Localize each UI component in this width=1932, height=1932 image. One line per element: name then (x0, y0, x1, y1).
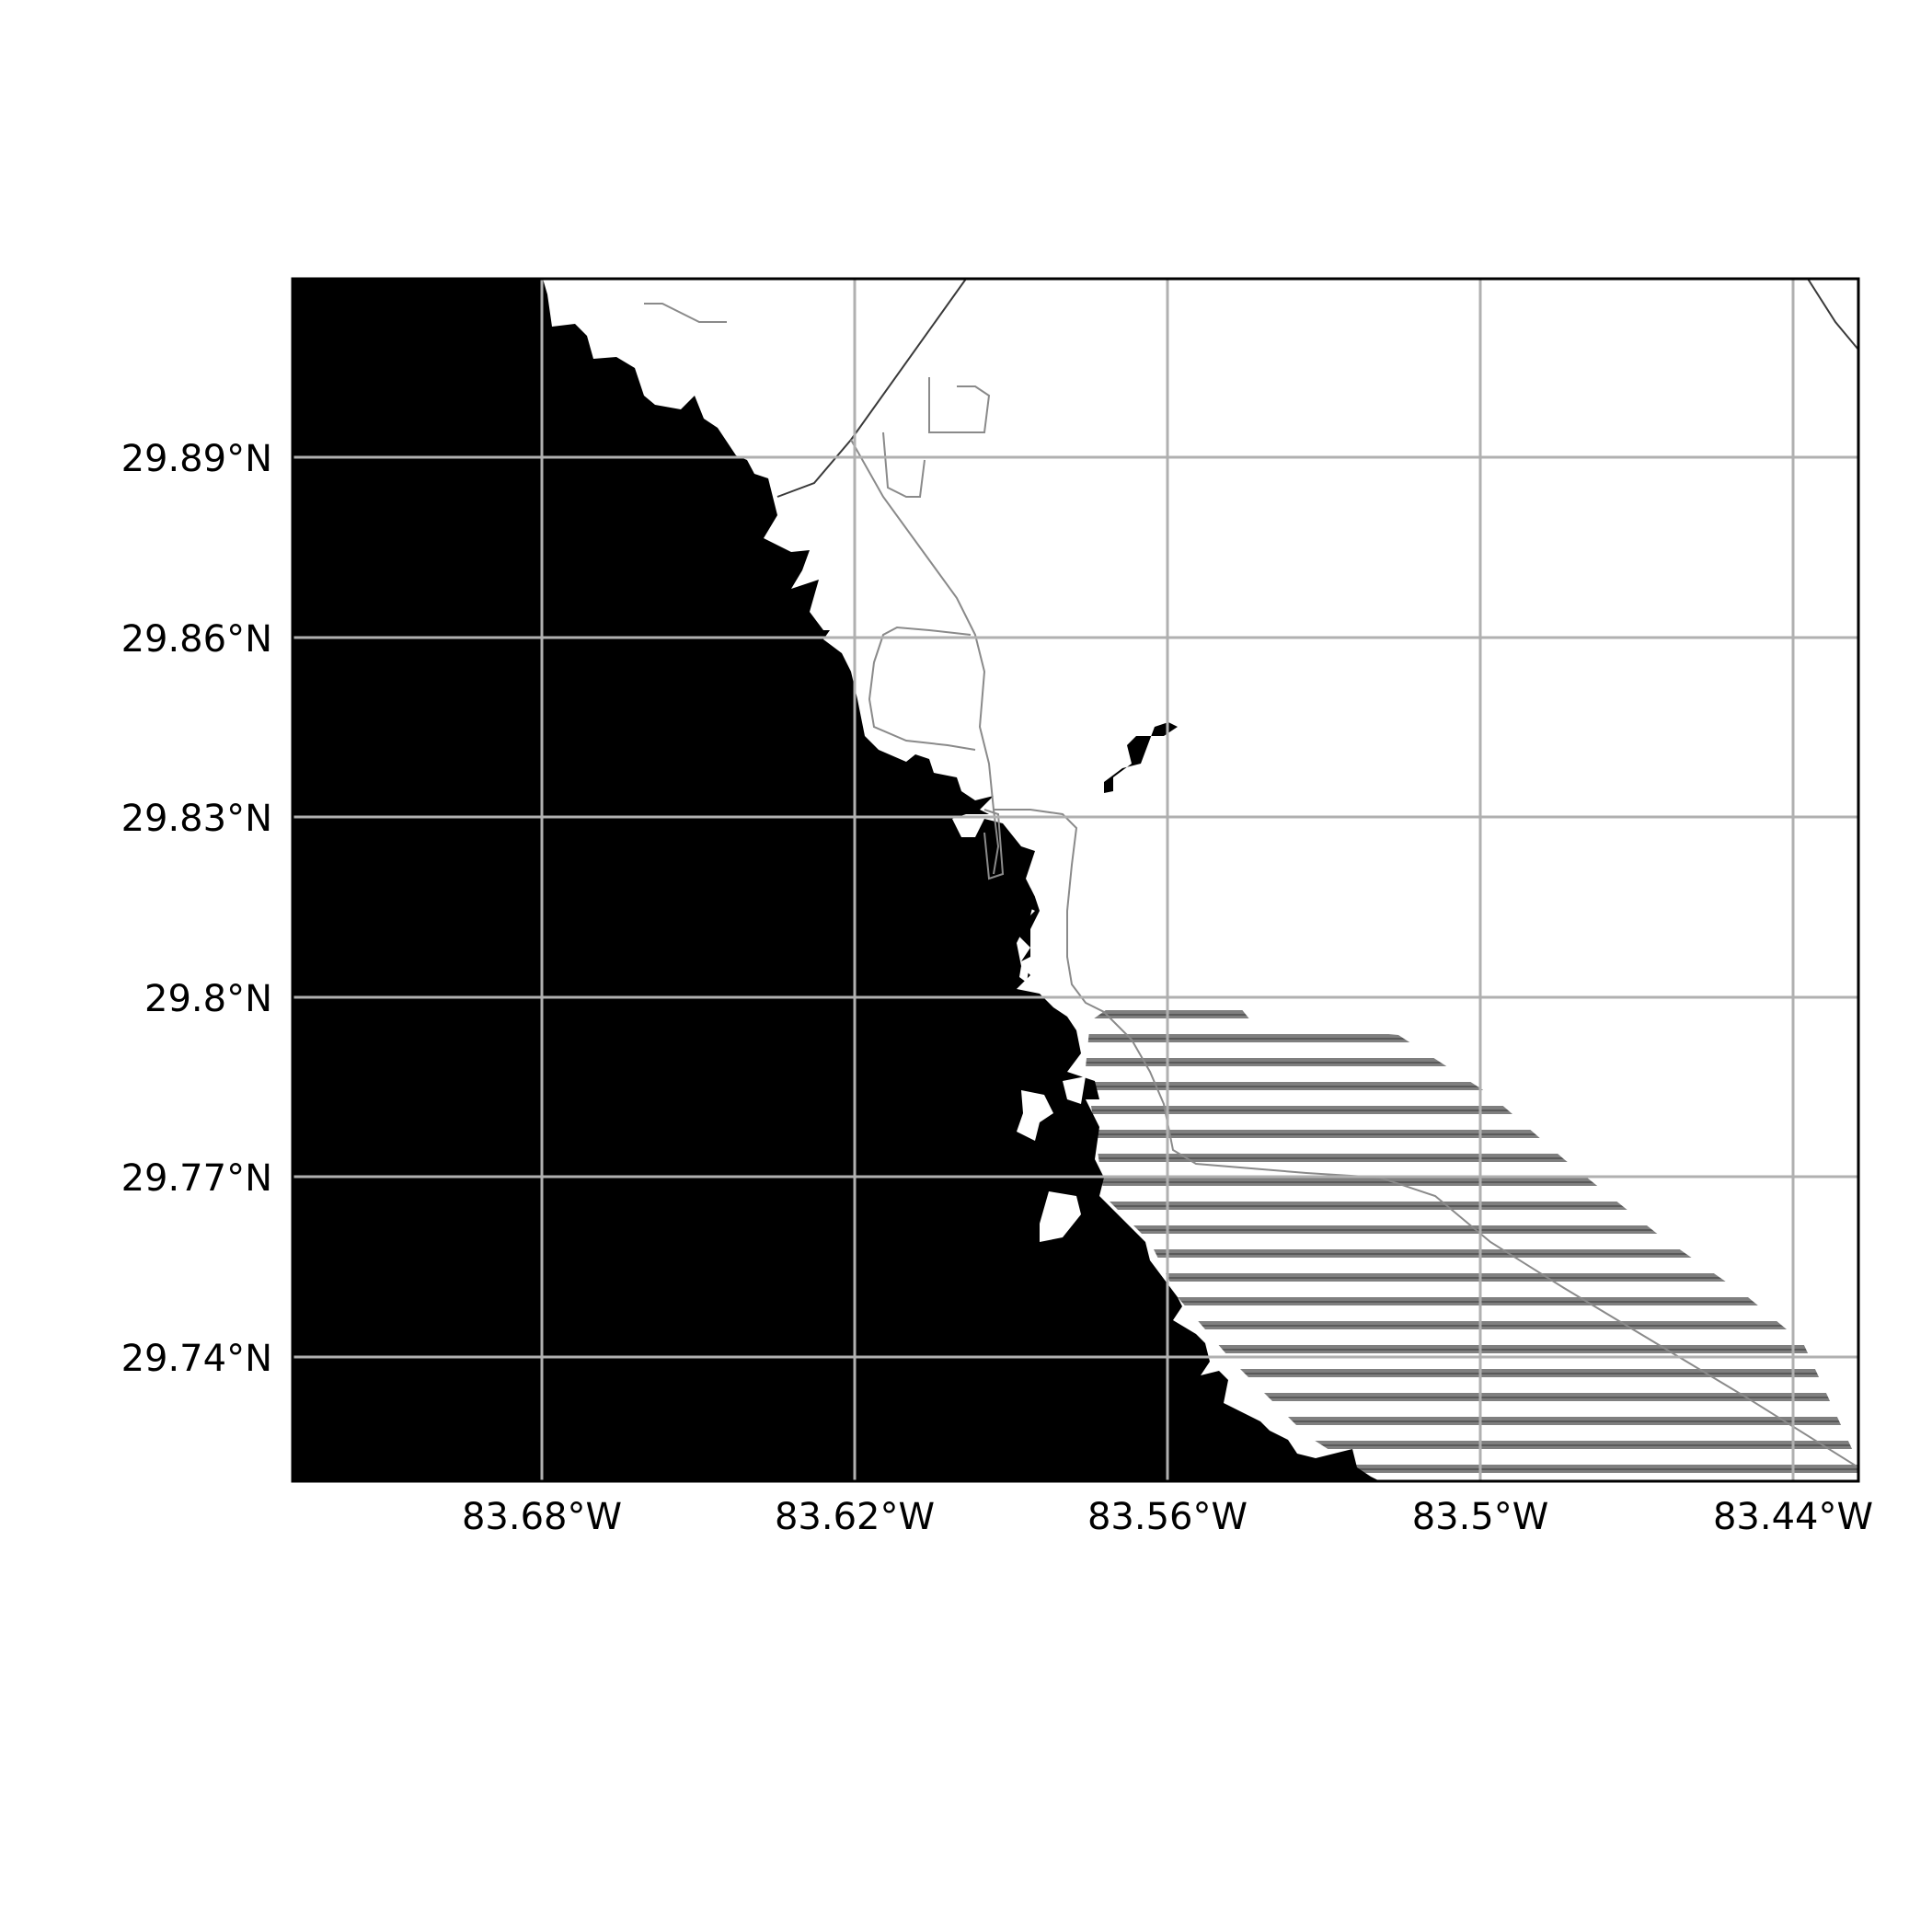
lat-tick-label: 29.77°N (121, 1157, 272, 1200)
lat-tick-label: 29.8°N (144, 978, 272, 1020)
sea-water (293, 279, 1380, 1481)
latitude-axis: 29.89°N 29.86°N 29.83°N 29.8°N 29.77°N 2… (121, 438, 272, 1380)
lat-tick-label: 29.86°N (121, 618, 272, 661)
lon-tick-label: 83.68°W (462, 1496, 622, 1538)
lon-tick-label: 83.5°W (1412, 1496, 1549, 1538)
map-plot-area (293, 279, 1858, 1481)
lat-tick-label: 29.89°N (121, 438, 272, 480)
island (1017, 1090, 1053, 1141)
map-frame (291, 277, 1860, 1483)
road-network (644, 279, 1858, 1468)
lon-tick-label: 83.44°W (1713, 1496, 1873, 1538)
lon-tick-label: 83.56°W (1087, 1496, 1248, 1538)
lon-tick-label: 83.62°W (775, 1496, 935, 1538)
island (1019, 966, 1029, 983)
lat-tick-label: 29.83°N (121, 798, 272, 840)
inland-lagoon (1017, 888, 1040, 961)
lat-tick-label: 29.74°N (121, 1338, 272, 1380)
longitude-axis: 83.68°W 83.62°W 83.56°W 83.5°W 83.44°W (462, 1496, 1873, 1538)
island (1040, 1191, 1081, 1242)
island (1063, 1076, 1086, 1104)
island-outline (1104, 1352, 1136, 1385)
graticule (293, 279, 1858, 1481)
inland-pond (1104, 722, 1178, 793)
